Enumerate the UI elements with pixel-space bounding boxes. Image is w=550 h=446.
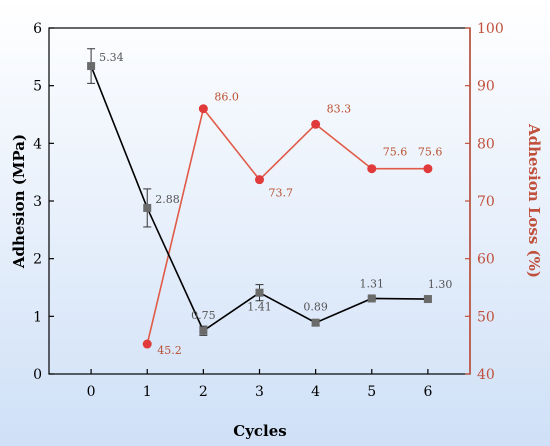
right-axis-title: Adhesion Loss (%) [525, 123, 543, 278]
left-tick-label: 5 [33, 79, 42, 95]
right-tick-label: 70 [477, 194, 495, 210]
adhesion-point [367, 294, 376, 303]
loss-data-label: 75.6 [418, 146, 443, 159]
right-tick-label: 100 [477, 21, 504, 37]
x-tick-label: 2 [199, 384, 208, 400]
x-tick-label: 4 [311, 384, 320, 400]
x-axis-title: Cycles [233, 422, 286, 440]
adhesion-point [199, 326, 208, 335]
adhesion-point [311, 318, 320, 327]
left-axis-title: Adhesion (MPa) [10, 134, 28, 269]
right-tick-label: 80 [477, 136, 495, 152]
left-tick-label: 6 [33, 21, 42, 37]
x-tick-label: 0 [87, 384, 96, 400]
x-tick-label: 1 [143, 384, 152, 400]
adhesion-data-label: 1.31 [360, 277, 385, 290]
left-tick-label: 3 [33, 194, 42, 210]
right-axis-ticks: 40 50 60 70 80 90 100 [465, 21, 504, 383]
adhesion-point [423, 295, 432, 304]
loss-point [311, 119, 321, 129]
loss-data-label: 73.7 [269, 187, 294, 200]
left-tick-label: 4 [33, 136, 42, 152]
loss-point [367, 164, 377, 174]
loss-point [255, 175, 264, 185]
adhesion-data-label: 2.88 [155, 193, 180, 206]
adhesion-point [255, 288, 264, 297]
series-layer: 5.34 2.88 0.75 1.41 0.89 1.31 1.30 45.2 86.0 73.7… [87, 48, 453, 357]
right-tick-label: 60 [477, 252, 495, 268]
loss-series-line [146, 106, 428, 345]
left-tick-label: 2 [33, 252, 42, 268]
adhesion-point [143, 203, 152, 212]
loss-data-label: 86.0 [214, 91, 239, 104]
x-tick-label: 6 [423, 384, 432, 400]
adhesion-data-label: 1.41 [247, 301, 272, 314]
left-tick-label: 1 [33, 309, 42, 325]
loss-data-label: 45.2 [157, 344, 182, 357]
right-tick-label: 40 [477, 367, 495, 383]
x-tick-label: 3 [255, 384, 264, 400]
left-axis-ticks: 0 1 2 3 4 5 6 [33, 21, 54, 383]
loss-data-label: 83.3 [327, 102, 352, 115]
adhesion-data-label: 5.34 [99, 51, 124, 64]
loss-point [198, 104, 208, 114]
loss-data-label: 75.6 [383, 146, 408, 159]
adhesion-data-label: 0.75 [191, 309, 216, 322]
right-tick-label: 90 [477, 79, 495, 95]
x-axis-ticks: 0 1 2 3 4 5 6 [87, 369, 432, 400]
adhesion-data-label: 1.30 [428, 278, 453, 291]
adhesion-point [87, 62, 96, 71]
right-tick-label: 50 [477, 309, 495, 325]
loss-point [142, 339, 152, 349]
adhesion-data-label: 0.89 [303, 301, 328, 314]
left-tick-label: 0 [33, 367, 42, 383]
loss-point [423, 164, 433, 174]
x-tick-label: 5 [367, 384, 376, 400]
